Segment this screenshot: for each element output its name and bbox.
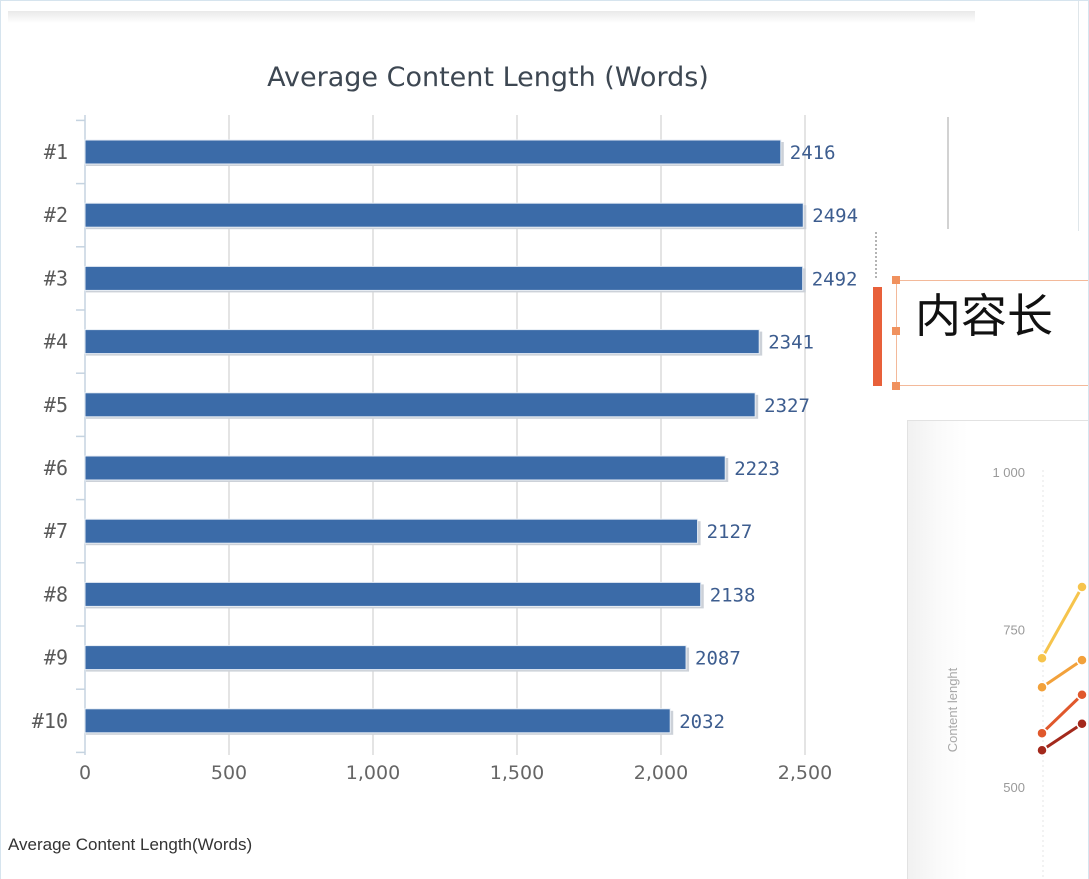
series-line-3 — [1040, 693, 1084, 735]
x-tick-label-4: 2,000 — [634, 762, 688, 784]
series-line-1 — [1040, 586, 1084, 659]
line-chart: Content lenght 1 000 750 500 — [945, 465, 1088, 879]
category-label-1: #1 — [44, 140, 68, 164]
series-2-point-1[interactable] — [1036, 681, 1048, 693]
x-tick-label-3: 1,500 — [490, 762, 544, 784]
series-line-2 — [1041, 658, 1083, 689]
y-tick-label-2: 500 — [1003, 780, 1025, 795]
resize-handle-top[interactable] — [892, 276, 900, 284]
series-3-point-2[interactable] — [1076, 689, 1088, 701]
bar-9[interactable] — [84, 645, 687, 671]
bar-6[interactable] — [84, 455, 726, 481]
data-label-4: 2341 — [768, 332, 814, 354]
bar-2[interactable] — [84, 202, 804, 228]
figure-caption: Average Content Length(Words) — [8, 835, 253, 854]
data-label-3: 2492 — [812, 268, 858, 290]
line-chart-card: Content lenght 1 000 750 500 — [907, 420, 1089, 879]
category-label-2: #2 — [44, 203, 68, 227]
bar-7[interactable] — [84, 518, 699, 544]
series-line-4 — [1041, 722, 1083, 752]
bar-5[interactable] — [84, 392, 756, 418]
category-label-8: #8 — [44, 582, 68, 606]
data-label-2: 2494 — [812, 205, 858, 227]
data-label-7: 2127 — [707, 521, 753, 543]
category-label-3: #3 — [44, 266, 68, 290]
x-tick-label-0: 0 — [79, 762, 91, 784]
y-axis-label: Content lenght — [945, 667, 960, 752]
category-label-5: #5 — [44, 393, 68, 417]
category-label-10: #10 — [32, 709, 68, 733]
textbox-text[interactable]: 内容长 — [915, 289, 1053, 343]
bar-1[interactable] — [84, 139, 782, 165]
selected-textbox[interactable]: 内容长 — [896, 280, 1089, 386]
category-label-6: #6 — [44, 456, 68, 480]
y-tick-label-1: 750 — [1003, 623, 1025, 638]
bar-10[interactable] — [84, 708, 671, 734]
series-4-point-1[interactable] — [1036, 744, 1048, 756]
data-label-1: 2416 — [790, 142, 836, 164]
y-tick-label-0: 1 000 — [992, 465, 1025, 480]
series-1-point-2[interactable] — [1076, 581, 1088, 593]
x-tick-label-2: 1,000 — [346, 762, 400, 784]
textbox-accent-bar — [873, 287, 882, 386]
category-label-9: #9 — [44, 646, 68, 670]
series-2-point-2[interactable] — [1076, 654, 1088, 666]
data-label-5: 2327 — [764, 395, 810, 417]
category-label-4: #4 — [44, 330, 68, 354]
divider-line — [947, 117, 949, 229]
data-label-10: 2032 — [679, 711, 725, 733]
resize-handle-bottom[interactable] — [892, 382, 900, 390]
series-1-point-1[interactable] — [1036, 652, 1048, 664]
panel-border-line — [1078, 0, 1079, 231]
bar-4[interactable] — [84, 329, 760, 355]
bar-8[interactable] — [84, 581, 702, 607]
data-label-8: 2138 — [710, 584, 756, 606]
series-3-point-1[interactable] — [1036, 727, 1048, 739]
x-tick-label-1: 500 — [211, 762, 247, 784]
category-label-7: #7 — [44, 519, 68, 543]
resize-handle-middle[interactable] — [892, 327, 900, 335]
x-tick-label-5: 2,500 — [778, 762, 832, 784]
bar-chart: Average Content Length (Words) 0 500 1,000… — [32, 62, 858, 784]
chart-top-shadow — [8, 11, 975, 23]
chart-title: Average Content Length (Words) — [267, 62, 709, 93]
data-label-6: 2223 — [734, 458, 780, 480]
series-4-point-2[interactable] — [1076, 717, 1088, 730]
dotted-guide-line — [875, 232, 877, 278]
bar-3[interactable] — [84, 265, 804, 291]
data-label-9: 2087 — [695, 648, 741, 670]
